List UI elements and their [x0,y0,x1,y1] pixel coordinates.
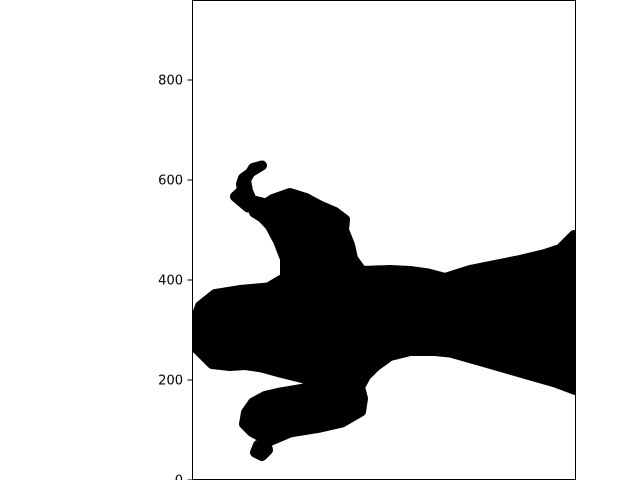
scatter-marks [192,160,576,461]
y-axis: 0 200 400 600 800 [158,74,192,480]
scatter-silhouette [192,160,576,461]
y-tick-label: 400 [158,274,183,289]
y-tick-label: 800 [158,74,183,89]
y-tick-label: 200 [158,374,183,389]
y-tick-label: 600 [158,174,183,189]
y-tick-label: 0 [175,474,183,480]
